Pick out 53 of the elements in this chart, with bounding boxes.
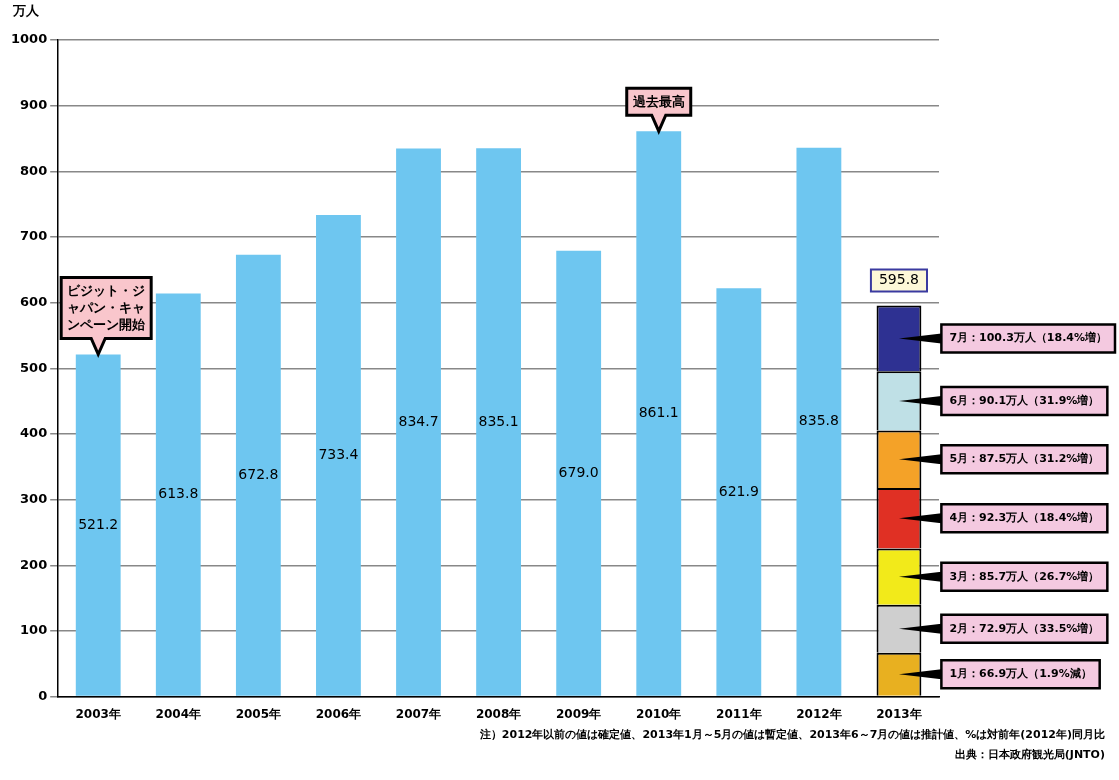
total-label: 595.8 bbox=[878, 271, 920, 288]
bar bbox=[316, 215, 361, 696]
y-tick-label: 600 bbox=[20, 294, 48, 310]
x-tick-label: 2008年 bbox=[475, 706, 522, 721]
y-tick-label: 200 bbox=[20, 556, 48, 572]
data-label: 733.4 bbox=[318, 446, 359, 463]
data-label: 521.2 bbox=[78, 515, 119, 532]
bar bbox=[476, 148, 522, 696]
data-label: 679.0 bbox=[558, 463, 599, 480]
bar bbox=[556, 250, 602, 696]
text: 注）2012年以前の値は確定値、2013年1月～5月の値は暫定値、2013年6～7月の値は推計値、%は対前年(2012年)同月比 bbox=[478, 727, 1105, 743]
bar bbox=[155, 293, 201, 696]
data-label: 6月：90.1万人（31.9%増） bbox=[949, 393, 1100, 407]
y-tick-label: 0 bbox=[38, 687, 48, 703]
y-tick-label: 300 bbox=[20, 490, 48, 506]
data-label: 7月：100.3万人（18.4%増） bbox=[949, 331, 1107, 345]
source-note: 出典：日本政府観光局(JNTO) bbox=[953, 747, 1105, 763]
y-tick-label: 1000 bbox=[10, 31, 48, 47]
y-tick-label: 100 bbox=[20, 622, 48, 638]
annotation: ビジット・ジャパン・キャンペーン開始 bbox=[67, 282, 147, 332]
y-tick-label: 700 bbox=[20, 228, 48, 244]
data-label: 5月：87.5万人（31.2%増） bbox=[949, 452, 1100, 466]
y-tick-label: 400 bbox=[20, 425, 48, 441]
bar bbox=[235, 254, 281, 696]
data-label: 4月：92.3万人（18.4%増） bbox=[949, 511, 1100, 525]
x-tick-label: 2010年 bbox=[636, 706, 682, 721]
x-tick-label: 2003年 bbox=[75, 706, 121, 721]
y-tick-label: 500 bbox=[20, 359, 48, 375]
x-tick-label: 2006年 bbox=[315, 706, 362, 721]
bar bbox=[396, 148, 441, 696]
data-label: 621.9 bbox=[718, 482, 759, 499]
data-label: 2月：72.9万人（33.5%増） bbox=[949, 621, 1100, 635]
data-label: 613.8 bbox=[158, 485, 199, 502]
bar bbox=[716, 288, 762, 696]
y-axis-title: 万人 bbox=[12, 3, 41, 19]
data-label: 3月：85.7万人（26.7%増） bbox=[949, 569, 1100, 583]
data-label: 861.1 bbox=[638, 404, 679, 421]
data-label: 835.8 bbox=[798, 412, 839, 429]
x-tick-label: 2005年 bbox=[235, 706, 282, 721]
x-tick-label: 2012年 bbox=[796, 706, 842, 721]
x-tick-label: 2009年 bbox=[555, 706, 602, 721]
y-tick-label: 900 bbox=[20, 97, 48, 113]
x-tick-label: 2013年 bbox=[876, 706, 922, 721]
x-tick-label: 2004年 bbox=[155, 706, 201, 721]
x-tick-label: 2011年 bbox=[716, 706, 762, 721]
annotation: 過去最高 bbox=[631, 93, 685, 109]
data-label: 1月：66.9万人（1.9%減） bbox=[949, 667, 1092, 681]
data-label: 834.7 bbox=[398, 412, 439, 429]
data-label: 835.1 bbox=[478, 412, 519, 429]
data-label: 672.8 bbox=[238, 465, 279, 482]
x-tick-label: 2007年 bbox=[395, 706, 442, 721]
bar bbox=[796, 147, 842, 696]
y-tick-label: 800 bbox=[20, 162, 48, 178]
